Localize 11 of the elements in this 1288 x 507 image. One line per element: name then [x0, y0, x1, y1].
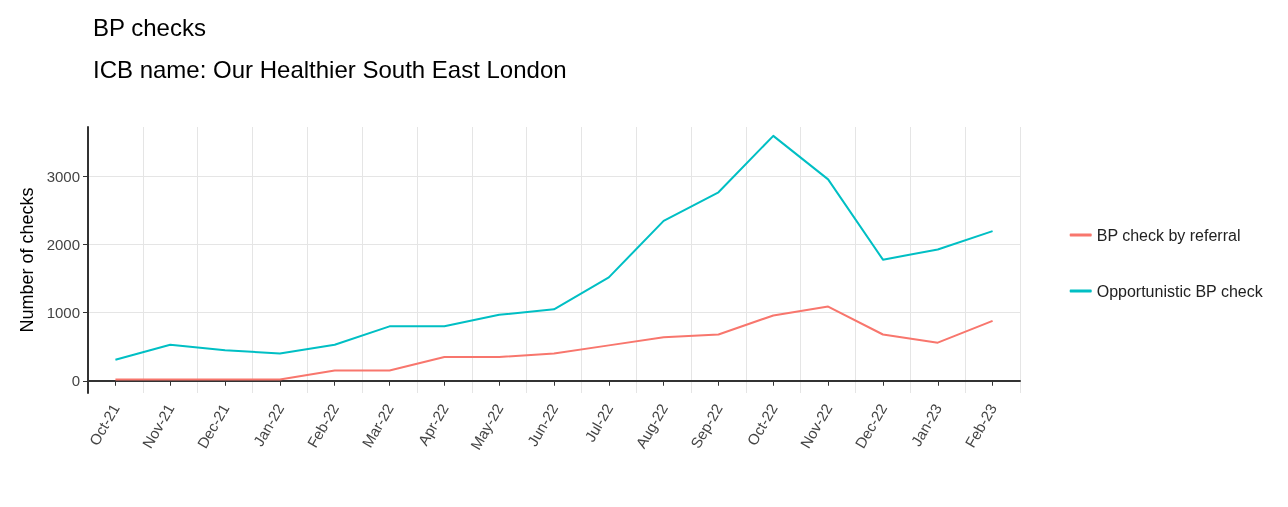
chart-title: BP checks — [93, 13, 206, 41]
y-tick-label: 2000 — [46, 236, 80, 254]
y-tick-label: 0 — [71, 372, 80, 390]
legend-label: Opportunistic BP check — [1096, 282, 1264, 300]
y-tick-label: 3000 — [46, 168, 80, 186]
y-tick-label: 1000 — [46, 304, 80, 322]
line-series — [114, 305, 994, 381]
y-axis-title: Number of checks — [16, 187, 37, 333]
line-series — [114, 134, 994, 361]
legend-label: BP check by referral — [1096, 226, 1241, 244]
chart-subtitle: ICB name: Our Healthier South East London — [93, 55, 567, 83]
